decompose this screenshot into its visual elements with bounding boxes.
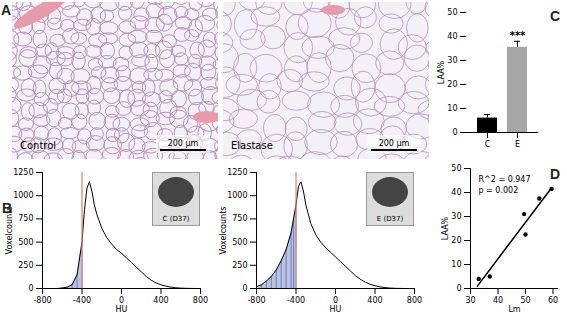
svg-text:***: *** [510, 30, 526, 41]
svg-text:1000: 1000 [227, 191, 247, 200]
svg-text:1250: 1250 [227, 168, 247, 177]
svg-text:30: 30 [447, 56, 457, 65]
svg-text:0: 0 [28, 284, 33, 293]
svg-text:50: 50 [520, 296, 530, 305]
svg-text:Voxelcounts: Voxelcounts [219, 207, 228, 255]
svg-text:60: 60 [548, 296, 558, 305]
svg-text:50: 50 [447, 8, 457, 17]
svg-text:Lm: Lm [508, 305, 520, 314]
svg-text:-400: -400 [73, 296, 91, 305]
svg-text:p = 0.002: p = 0.002 [479, 186, 519, 195]
svg-text:0: 0 [456, 284, 461, 293]
svg-text:LAA%: LAA% [441, 216, 450, 240]
svg-text:250: 250 [232, 261, 247, 270]
svg-text:40: 40 [447, 32, 457, 41]
svg-text:400: 400 [153, 296, 168, 305]
svg-text:Elastase: Elastase [231, 140, 273, 151]
svg-text:-800: -800 [247, 296, 265, 305]
svg-text:40: 40 [451, 188, 461, 197]
svg-text:1250: 1250 [13, 168, 33, 177]
svg-text:R^2 = 0.947: R^2 = 0.947 [479, 175, 531, 184]
svg-text:-800: -800 [33, 296, 51, 305]
svg-text:0: 0 [452, 128, 457, 137]
svg-text:Control: Control [20, 140, 56, 151]
svg-text:750: 750 [232, 214, 247, 223]
svg-text:0: 0 [242, 284, 247, 293]
svg-text:500: 500 [18, 238, 33, 247]
svg-text:1000: 1000 [13, 191, 33, 200]
svg-text:10: 10 [447, 104, 457, 113]
svg-text:250: 250 [18, 261, 33, 270]
svg-text:20: 20 [451, 236, 461, 245]
svg-text:20: 20 [447, 80, 457, 89]
svg-text:50: 50 [451, 164, 461, 173]
svg-text:E: E [515, 140, 520, 149]
svg-text:800: 800 [193, 296, 208, 305]
svg-text:HU: HU [116, 305, 128, 314]
svg-text:HU: HU [330, 305, 342, 314]
svg-text:C: C [485, 140, 491, 149]
svg-text:40: 40 [493, 296, 503, 305]
svg-text:30: 30 [465, 296, 475, 305]
svg-text:10: 10 [451, 260, 461, 269]
svg-text:30: 30 [451, 212, 461, 221]
svg-text:500: 500 [232, 238, 247, 247]
svg-text:200 μm: 200 μm [168, 139, 199, 148]
svg-text:400: 400 [367, 296, 382, 305]
svg-text:200 μm: 200 μm [379, 139, 410, 148]
svg-text:-400: -400 [287, 296, 305, 305]
svg-text:LAA%: LAA% [437, 60, 446, 84]
svg-text:800: 800 [407, 296, 422, 305]
svg-text:750: 750 [18, 214, 33, 223]
